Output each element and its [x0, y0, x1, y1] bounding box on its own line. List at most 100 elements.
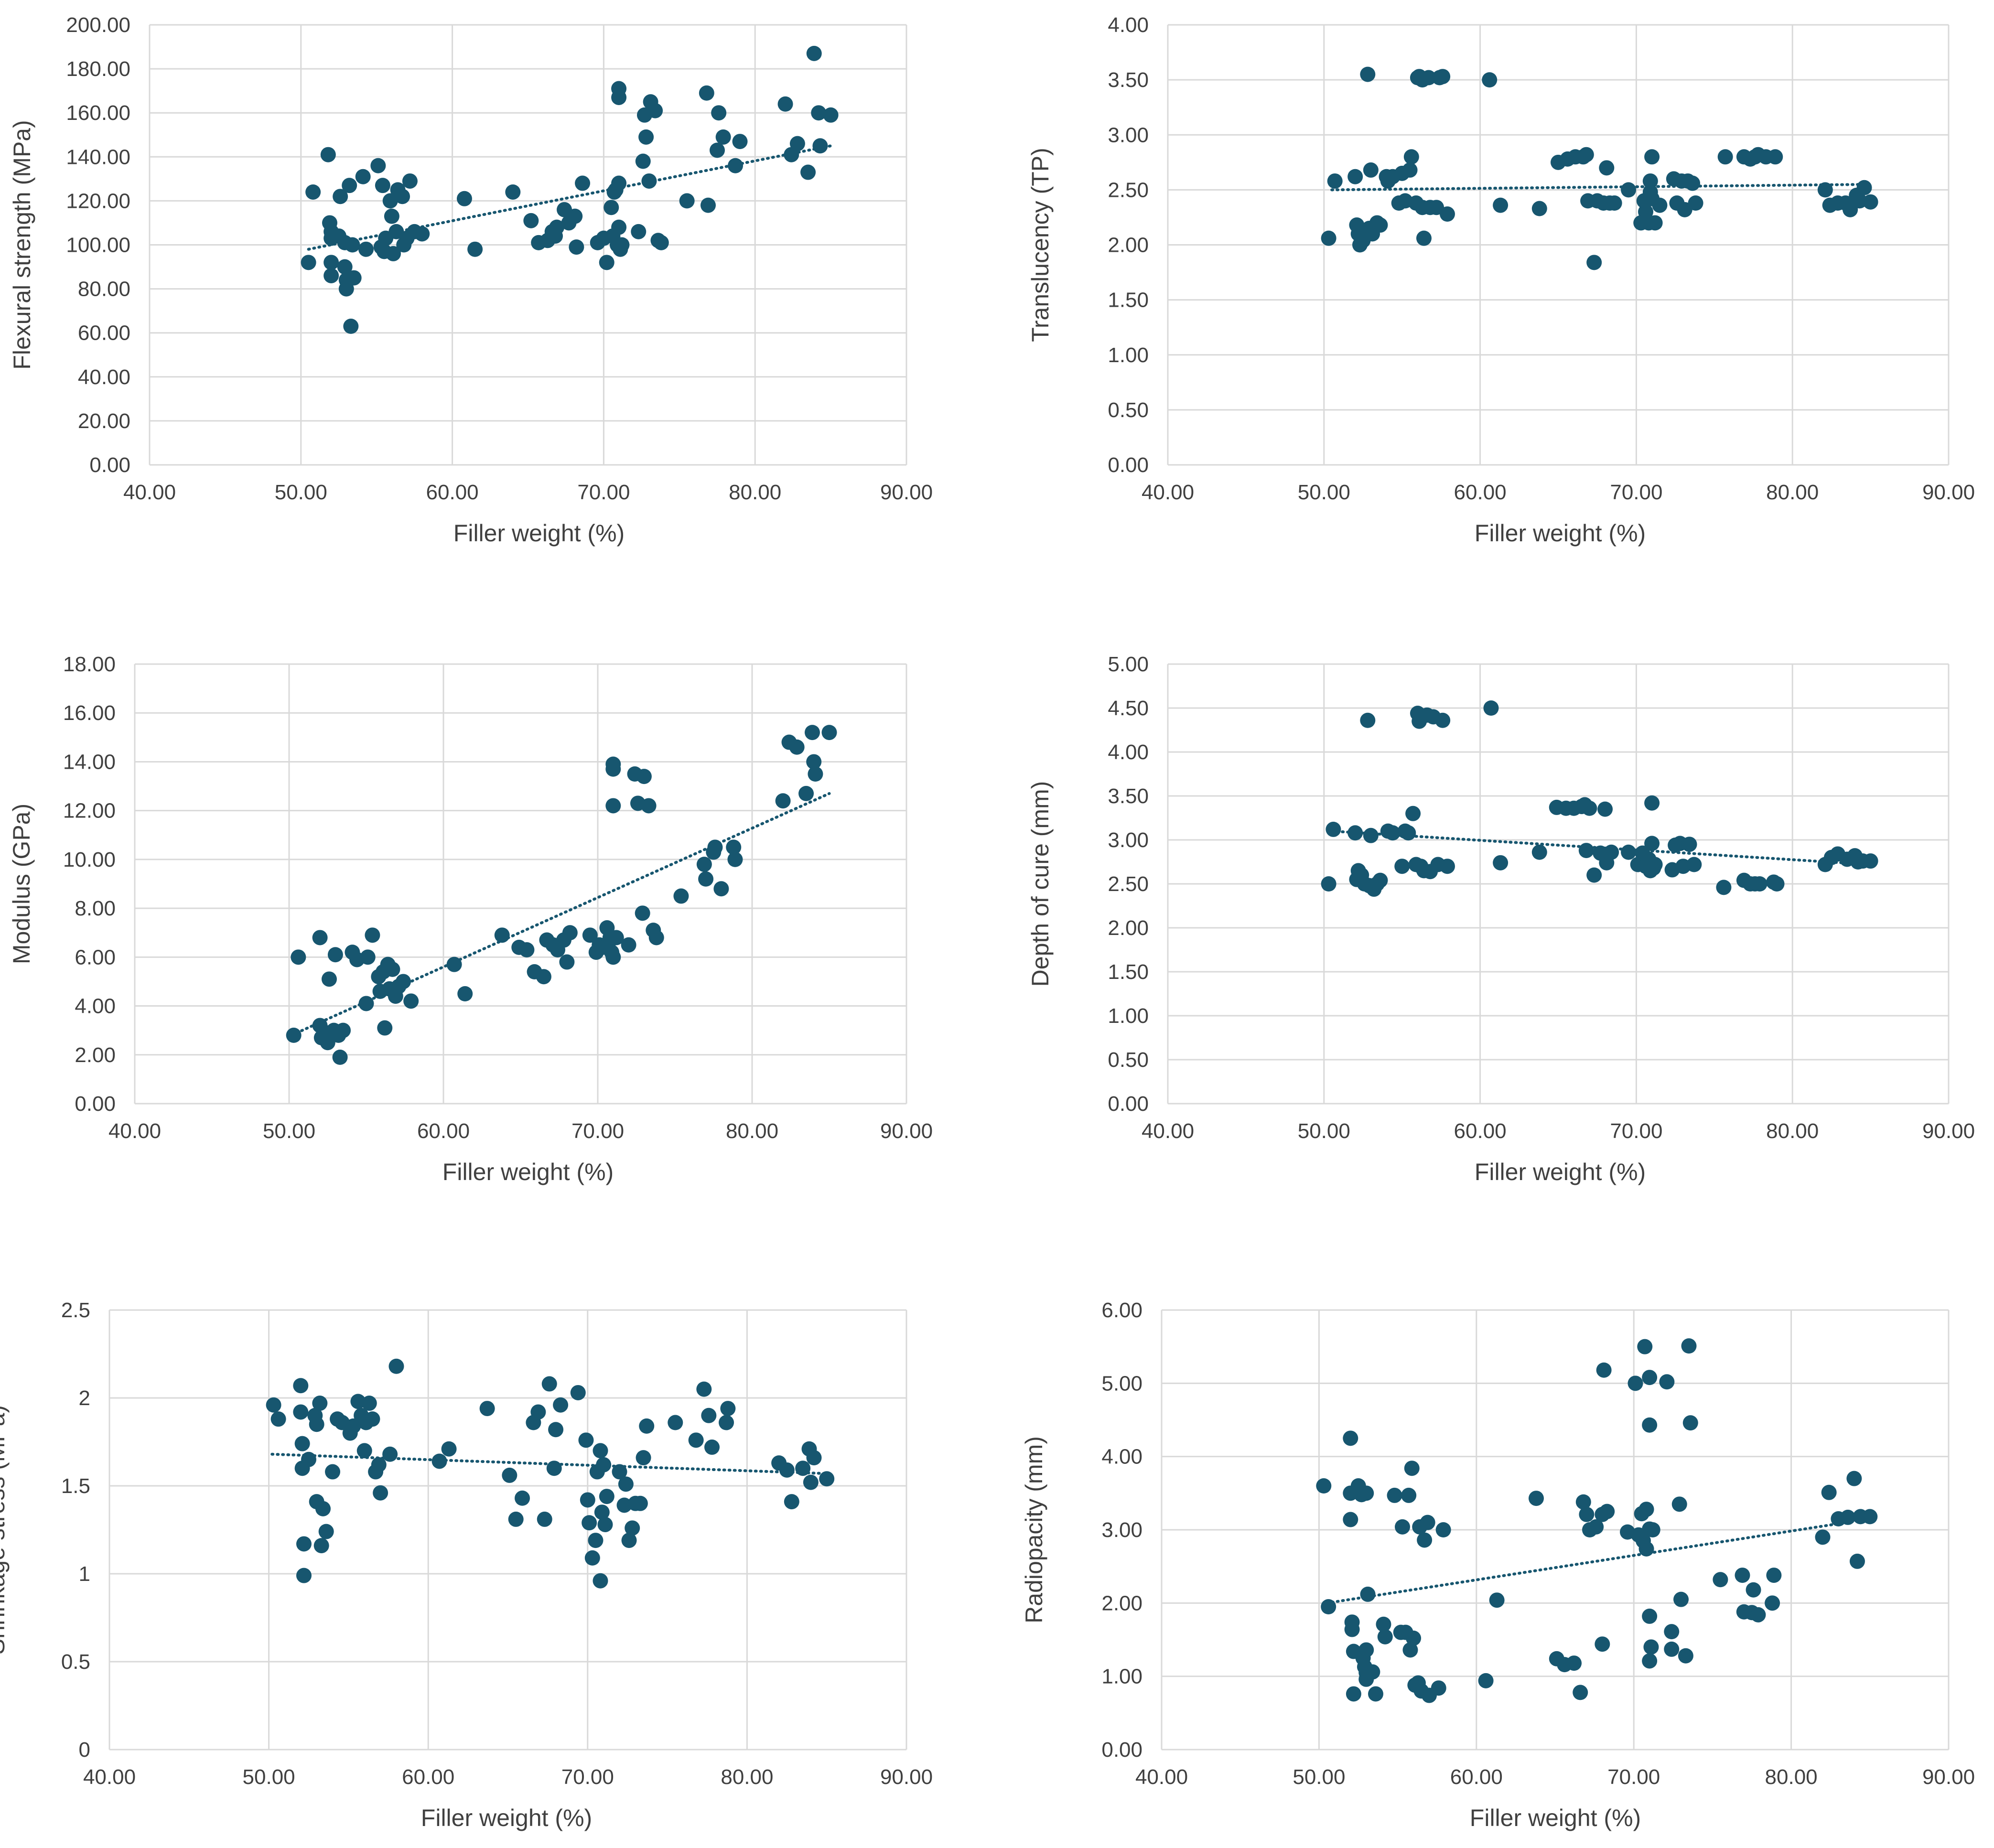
y-tick-label: 0.00 [1101, 1738, 1143, 1762]
data-point [1716, 880, 1732, 895]
data-point [719, 1415, 734, 1430]
data-point [1849, 1553, 1865, 1569]
data-point [305, 184, 321, 200]
data-point [1439, 206, 1455, 222]
data-point [570, 1385, 586, 1400]
data-point [1645, 1522, 1660, 1537]
data-point [541, 1376, 557, 1392]
y-tick-label: 1.5 [61, 1474, 90, 1498]
y-tick-label: 2.00 [1108, 234, 1149, 257]
data-point [1642, 1608, 1658, 1624]
data-point [345, 1418, 361, 1434]
data-point [821, 725, 837, 741]
data-point [1644, 836, 1660, 851]
data-point [1394, 859, 1410, 874]
data-point [1856, 180, 1872, 195]
data-point [296, 1536, 312, 1552]
y-tick-label: 10.00 [63, 848, 116, 871]
y-tick-label: 120.00 [66, 189, 130, 213]
data-point [1401, 1487, 1417, 1503]
data-point [1346, 1686, 1361, 1702]
data-point [806, 45, 822, 61]
data-point [823, 107, 839, 123]
data-point [605, 798, 621, 814]
data-point [1595, 1636, 1610, 1652]
data-point [1685, 175, 1701, 191]
data-point [342, 178, 357, 193]
data-point [1717, 149, 1733, 165]
y-tick-label: 18.00 [63, 653, 116, 676]
y-tick-label: 1.00 [1101, 1665, 1143, 1688]
data-point [332, 1049, 348, 1065]
chart-flexural-strength: 40.00 50.00 60.00 70.00 80.00 90.00 0.00 20.00 4… [9, 13, 933, 547]
data-point [403, 993, 419, 1009]
data-point [1385, 825, 1401, 841]
x-tick-label: 50.00 [275, 481, 327, 504]
data-point [1678, 1648, 1693, 1664]
data-point [605, 949, 621, 965]
data-point [636, 1450, 651, 1466]
y-tick-label: 1.50 [1108, 960, 1149, 984]
data-point [688, 1432, 704, 1448]
data-point [1326, 821, 1341, 837]
data-point [732, 134, 748, 150]
data-point [1863, 194, 1878, 210]
data-point [720, 1401, 736, 1417]
data-point [502, 1467, 517, 1483]
data-point [508, 1511, 524, 1527]
data-point [726, 839, 742, 855]
data-point [1671, 1496, 1687, 1512]
data-point [382, 193, 398, 209]
data-point [1586, 867, 1602, 883]
data-point [1402, 162, 1418, 178]
x-tick-label: 90.00 [880, 481, 933, 504]
data-point [361, 1396, 377, 1411]
y-tick-label: 5.00 [1108, 653, 1149, 676]
data-point [812, 138, 828, 154]
y-tick-label: 2.50 [1108, 178, 1149, 202]
data-point [1435, 1522, 1451, 1537]
data-point [1421, 70, 1436, 86]
data-point [1403, 149, 1419, 165]
y-tick-label: 3.00 [1101, 1518, 1143, 1542]
y-tick-label: 6.00 [1101, 1299, 1143, 1322]
data-point [1365, 1664, 1380, 1680]
data-point [597, 1516, 613, 1532]
data-point [1606, 195, 1622, 211]
data-point [648, 930, 664, 945]
data-point [321, 971, 337, 987]
data-point [1681, 837, 1697, 852]
y-tick-label: 0.00 [1108, 1092, 1149, 1116]
data-point [621, 1533, 637, 1548]
x-tick-label: 40.00 [123, 481, 176, 504]
y-tick-label: 0.00 [1108, 453, 1149, 477]
data-point [599, 255, 614, 270]
data-point [365, 1411, 380, 1427]
data-point [1573, 1685, 1588, 1700]
y-tick-label: 6.00 [75, 945, 116, 969]
data-point [1621, 844, 1637, 860]
data-point [639, 1418, 655, 1434]
x-tick-label: 50.00 [243, 1765, 295, 1789]
data-point [1439, 859, 1455, 874]
data-point [612, 1464, 627, 1480]
data-point [355, 169, 371, 184]
data-point [546, 1461, 562, 1476]
data-point [327, 947, 343, 963]
x-tick-label: 90.00 [880, 1119, 933, 1143]
chart-radiopacity: 40.00 50.00 60.00 70.00 80.00 90.00 0.00 1.00 2.… [1021, 1299, 1975, 1831]
y-tick-label: 100.00 [66, 234, 130, 257]
data-point [1531, 201, 1547, 216]
data-point [294, 1436, 310, 1451]
data-point [1642, 1417, 1658, 1433]
data-point [375, 178, 390, 193]
data-point [1321, 230, 1337, 246]
x-tick-label: 40.00 [1142, 1119, 1194, 1143]
data-point [395, 189, 410, 204]
data-point [784, 1494, 799, 1510]
y-tick-label: 2 [79, 1386, 90, 1410]
data-point [1372, 217, 1388, 233]
data-point [569, 239, 584, 255]
data-point [494, 927, 510, 943]
data-point [1343, 1430, 1358, 1446]
